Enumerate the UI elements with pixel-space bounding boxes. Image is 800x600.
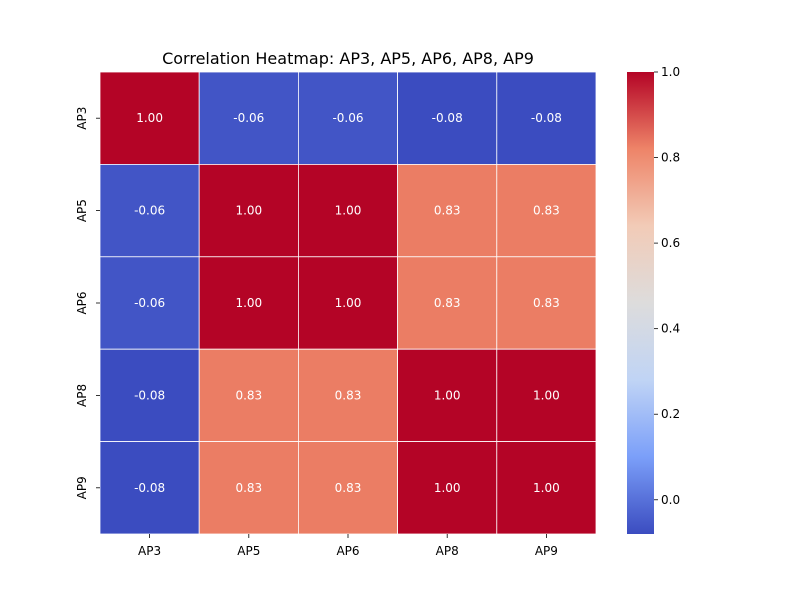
- cell-value-label: 0.83: [235, 481, 262, 495]
- colorbar-ticks: 0.0 0.2 0.4 0.6 0.8 1.0: [654, 65, 680, 507]
- cell-value-label: -0.08: [134, 388, 165, 402]
- heatmap-cell: [198, 256, 299, 350]
- colorbar-tick-label: 0.4: [661, 322, 680, 336]
- colorbar: 0.0 0.2 0.4 0.6 0.8 1.0: [627, 65, 680, 534]
- heatmap-cell: [99, 441, 200, 535]
- heatmap-cell: [397, 348, 498, 443]
- y-tick-label: AP8: [75, 384, 89, 407]
- heatmap-cell: [397, 256, 498, 350]
- chart-title: Correlation Heatmap: AP3, AP5, AP6, AP8,…: [162, 49, 534, 68]
- cell-value-label: 1.00: [335, 296, 362, 310]
- heatmap-cell: [297, 71, 398, 165]
- cell-value-label: 1.00: [533, 481, 560, 495]
- colorbar-tick-label: 0.8: [661, 151, 680, 165]
- cell-value-label: 0.83: [434, 296, 461, 310]
- heatmap-cell: [496, 256, 597, 350]
- heatmap-cell: [297, 256, 398, 350]
- cell-value-label: 1.00: [136, 111, 163, 125]
- heatmap-cell: [198, 348, 299, 443]
- cell-value-label: 0.83: [235, 388, 262, 402]
- x-tick-label: AP3: [138, 544, 161, 558]
- heatmap-cell: [397, 71, 498, 165]
- x-tick-label: AP8: [436, 544, 459, 558]
- heatmap-cell: [297, 348, 398, 443]
- cell-value-label: 0.83: [434, 204, 461, 218]
- cell-value-label: 0.83: [335, 388, 362, 402]
- x-tick-label: AP5: [237, 544, 260, 558]
- heatmap-cell: [297, 163, 398, 258]
- cell-value-label: 1.00: [533, 388, 560, 402]
- cell-value-label: -0.06: [134, 204, 165, 218]
- cell-value-label: 1.00: [335, 204, 362, 218]
- heatmap-cell: [496, 163, 597, 258]
- y-axis: AP3 AP5 AP6 AP8 AP9: [75, 107, 100, 499]
- colorbar-tick-label: 0.0: [661, 493, 680, 507]
- y-tick-label: AP6: [75, 291, 89, 314]
- cell-value-label: 0.83: [533, 296, 560, 310]
- cell-value-label: 0.83: [335, 481, 362, 495]
- cell-value-label: -0.06: [233, 111, 264, 125]
- heatmap-cell: [297, 441, 398, 535]
- colorbar-tick-label: 1.0: [661, 65, 680, 79]
- cell-value-label: -0.06: [332, 111, 363, 125]
- colorbar-gradient: [627, 72, 654, 534]
- y-tick-label: AP3: [75, 107, 89, 130]
- y-tick-label: AP5: [75, 199, 89, 222]
- heatmap-cell: [198, 71, 299, 165]
- cell-value-label: 1.00: [235, 204, 262, 218]
- y-tick-label: AP9: [75, 476, 89, 499]
- heatmap-cell: [496, 348, 597, 443]
- colorbar-tick-label: 0.6: [661, 236, 680, 250]
- cell-value-label: -0.08: [531, 111, 562, 125]
- cell-value-label: -0.06: [134, 296, 165, 310]
- cell-value-label: 1.00: [434, 481, 461, 495]
- x-axis: AP3 AP5 AP6 AP8 AP9: [138, 534, 558, 558]
- x-tick-label: AP6: [336, 544, 359, 558]
- heatmap-cell: [198, 441, 299, 535]
- cell-value-label: -0.08: [432, 111, 463, 125]
- x-tick-label: AP9: [535, 544, 558, 558]
- heatmap-cell: [99, 163, 200, 258]
- heatmap-cell: [496, 71, 597, 165]
- cell-value-label: 0.83: [533, 204, 560, 218]
- cell-value-label: -0.08: [134, 481, 165, 495]
- heatmap-cell: [99, 71, 200, 165]
- cell-value-label: 1.00: [434, 388, 461, 402]
- cell-value-label: 1.00: [235, 296, 262, 310]
- colorbar-tick-label: 0.2: [661, 407, 680, 421]
- heatmap-cells: 1.00 -0.06 -0.06 -0.08 -0.08 -0.06 1.00 1.00 0.8…: [99, 71, 597, 535]
- heatmap-cell: [496, 441, 597, 535]
